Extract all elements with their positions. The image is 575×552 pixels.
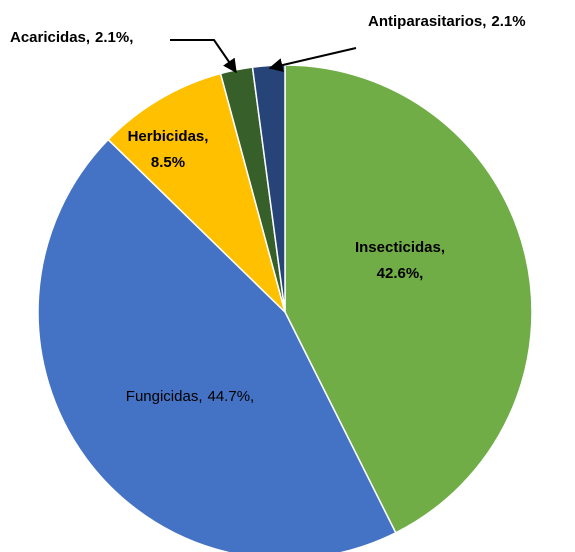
value-label: 42.6%, — [377, 265, 424, 282]
category-label: Insecticidas, — [355, 239, 445, 256]
value-label: 44.7%, — [208, 388, 255, 405]
slice-label: Insecticidas, 42.6%, — [355, 239, 445, 282]
labels: Insecticidas, 42.6%, Fungicidas, 44.7%, Herb… — [10, 13, 526, 405]
slice-label: Fungicidas, 44.7%, — [126, 388, 254, 405]
leader-line — [170, 39, 237, 74]
pie-slice — [107, 72, 287, 315]
value-label: 2.1% — [491, 13, 525, 30]
category-label: Herbicidas, — [128, 128, 209, 145]
category-label: Fungicidas, — [126, 388, 203, 405]
category-label: Antiparasitarios, — [368, 13, 486, 30]
pie-slice — [37, 138, 397, 552]
pie — [37, 64, 533, 552]
value-label: 8.5% — [151, 154, 185, 171]
slice-label: Acaricidas, 2.1%, — [10, 29, 133, 46]
value-label: 2.1%, — [95, 29, 133, 46]
slice-label: Antiparasitarios, 2.1% — [368, 13, 526, 30]
pie-slice — [284, 64, 533, 534]
category-label: Acaricidas, — [10, 29, 90, 46]
slice-label: Herbicidas, 8.5% — [128, 128, 209, 171]
leader-line — [268, 47, 357, 72]
